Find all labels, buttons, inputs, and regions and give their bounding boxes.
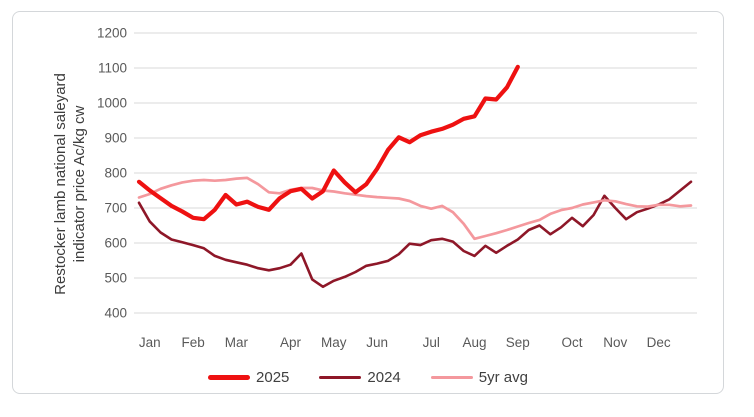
legend-swatch-2024 bbox=[319, 376, 362, 379]
y-tick-label: 400 bbox=[104, 306, 127, 321]
y-tick-label: 600 bbox=[104, 236, 127, 251]
series-line-2025 bbox=[136, 64, 520, 222]
legend-swatch-5yr-avg bbox=[430, 376, 473, 379]
x-tick-label-aug: Aug bbox=[462, 335, 486, 350]
legend-item-5yr-avg: 5yr avg bbox=[430, 369, 528, 386]
x-tick-label-feb: Feb bbox=[181, 335, 204, 350]
y-tick-label: 900 bbox=[104, 131, 127, 146]
chart-figure: Restocker lamb national saleyard indicat… bbox=[12, 11, 724, 394]
x-tick-label-mar: Mar bbox=[225, 335, 249, 350]
x-tick-label-oct: Oct bbox=[561, 335, 582, 350]
y-tick-label: 500 bbox=[104, 271, 127, 286]
legend-label-2025: 2025 bbox=[256, 369, 290, 386]
legend: 2025 2024 5yr avg bbox=[13, 369, 723, 386]
x-tick-label-apr: Apr bbox=[280, 335, 302, 350]
legend-label-5yr-avg: 5yr avg bbox=[478, 369, 528, 386]
series-line-2024 bbox=[137, 180, 693, 289]
legend-item-2024: 2024 bbox=[319, 369, 401, 386]
x-tick-label-dec: Dec bbox=[647, 335, 671, 350]
legend-label-2024: 2024 bbox=[367, 369, 401, 386]
x-tick-label-jul: Jul bbox=[423, 335, 440, 350]
y-tick-label: 1100 bbox=[98, 61, 127, 76]
legend-item-2025: 2025 bbox=[208, 369, 289, 386]
y-tick-label: 700 bbox=[104, 201, 127, 216]
x-tick-label-jan: Jan bbox=[139, 335, 161, 350]
x-tick-label-may: May bbox=[321, 335, 347, 350]
y-tick-label: 1200 bbox=[97, 26, 127, 41]
x-tick-label-jun: Jun bbox=[366, 335, 388, 350]
y-tick-label: 1000 bbox=[97, 96, 127, 111]
series-line-5yr-avg bbox=[137, 176, 693, 241]
x-tick-label-nov: Nov bbox=[603, 335, 627, 350]
y-tick-label: 800 bbox=[104, 166, 127, 181]
x-tick-label-sep: Sep bbox=[506, 335, 530, 350]
legend-swatch-2025 bbox=[208, 375, 251, 380]
